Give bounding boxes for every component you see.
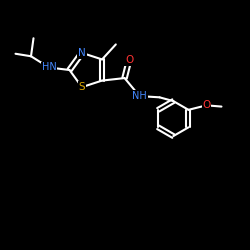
Text: HN: HN: [42, 62, 56, 72]
Text: S: S: [79, 82, 85, 92]
Text: N: N: [78, 48, 86, 58]
Text: NH: NH: [132, 91, 147, 101]
Text: O: O: [202, 100, 210, 110]
Text: O: O: [125, 55, 133, 65]
